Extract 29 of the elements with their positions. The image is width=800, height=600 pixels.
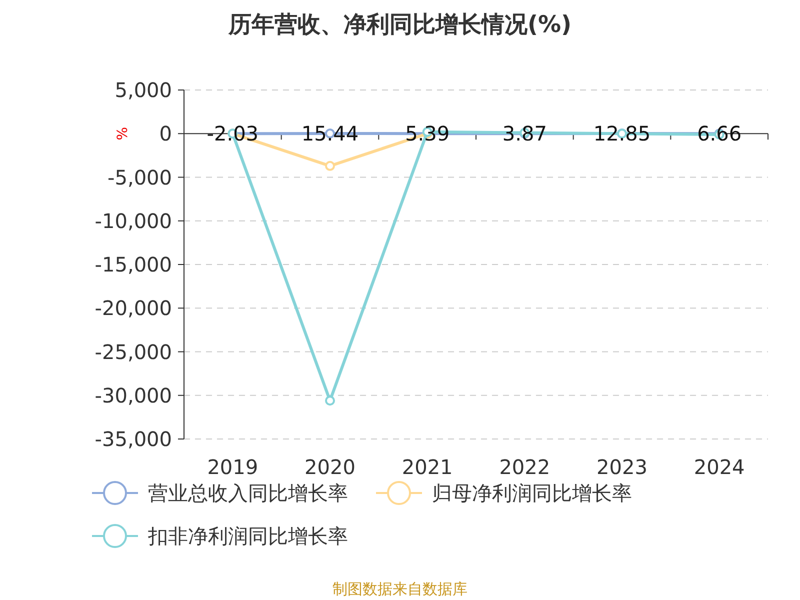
- y-axis-title: %: [115, 126, 131, 140]
- point: [325, 160, 335, 171]
- data-label: 3.87: [502, 122, 547, 146]
- point: [325, 396, 335, 406]
- x-tick-label: 2020: [304, 455, 356, 479]
- y-tick-label: -25,000: [94, 340, 172, 364]
- data-label: 5.39: [405, 122, 450, 146]
- legend-label: 营业总收入同比增长率: [148, 481, 348, 505]
- legend-label: 归母净利润同比增长率: [432, 481, 632, 505]
- data-label: 6.66: [697, 122, 742, 146]
- text: 制图数据来自数据库: [332, 580, 468, 598]
- x-tick-label: 2022: [499, 455, 550, 479]
- y-tick-label: -20,000: [94, 296, 172, 320]
- legend-label: 扣非净利润同比增长率: [147, 524, 348, 548]
- x-tick-label: 2023: [596, 455, 648, 479]
- chart-title: 历年营收、净利同比增长情况(%): [227, 12, 572, 38]
- x-tick-label: 2019: [207, 455, 258, 479]
- y-tick-label: -10,000: [94, 208, 172, 233]
- x-tick-label: 2021: [402, 455, 453, 479]
- data-label: 15.44: [301, 121, 359, 146]
- data-label: 12.85: [593, 122, 651, 146]
- y-tick-label: 5,000: [114, 78, 172, 102]
- y-tick-label: -15,000: [94, 252, 172, 276]
- y-tick-label: -5,000: [108, 165, 172, 190]
- y-tick-label: -30,000: [94, 383, 172, 408]
- y-tick-label: -35,000: [94, 427, 172, 451]
- y-tick-label: 0: [159, 122, 172, 146]
- x-tick-label: 2024: [694, 455, 745, 479]
- data-label: -2.03: [206, 122, 259, 146]
